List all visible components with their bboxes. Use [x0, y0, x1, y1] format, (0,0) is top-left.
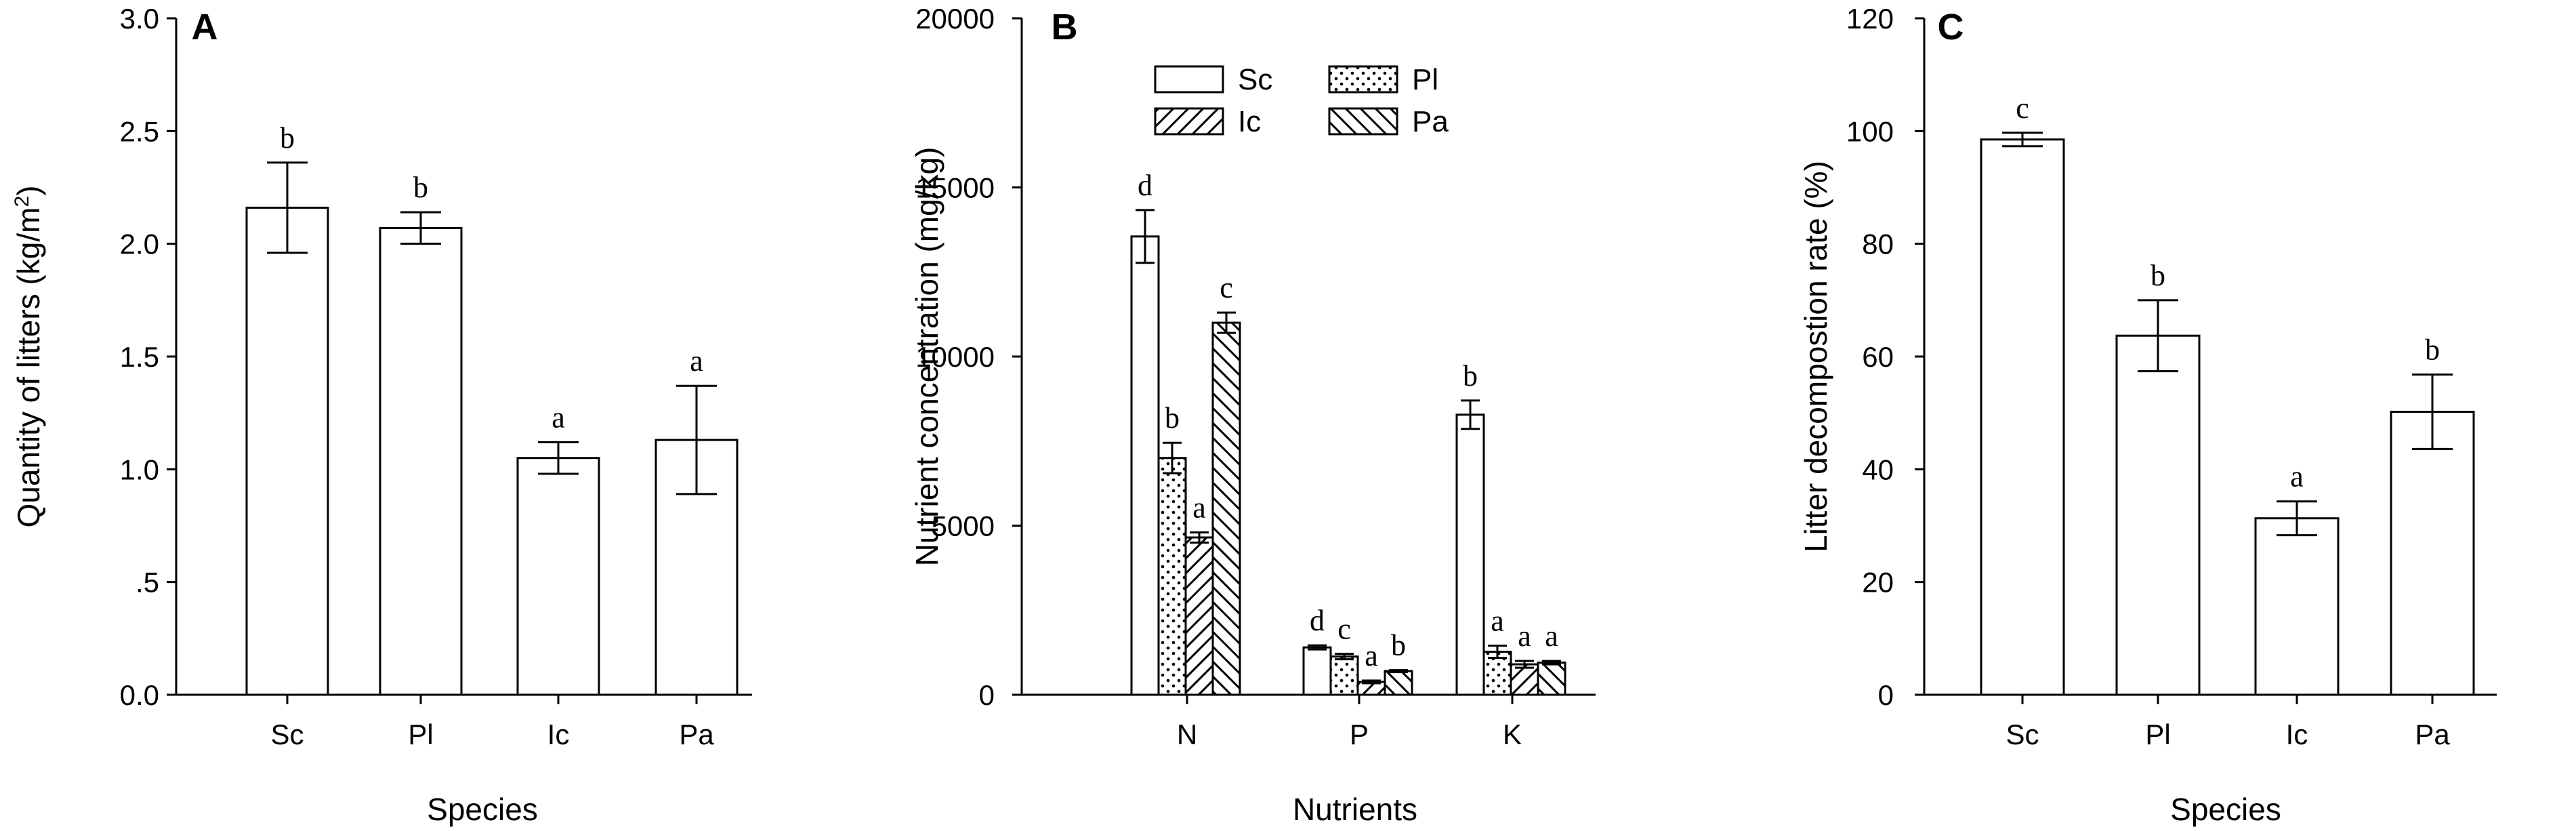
- bar: [1302, 646, 1332, 696]
- y-tick-label: .5: [136, 567, 159, 599]
- legend-swatch-ic: [1154, 107, 1224, 136]
- y-axis-title-main: Quantity of litters (kg/m: [11, 207, 46, 528]
- y-tick-label: 10000: [915, 341, 995, 373]
- bar: [1455, 413, 1485, 696]
- y-tick-label: 20: [1862, 567, 1894, 599]
- significance-letter: a: [1545, 620, 1558, 653]
- y-tick-label: 60: [1862, 341, 1894, 373]
- significance-letter: b: [280, 121, 295, 155]
- bar: [1211, 321, 1241, 696]
- y-axis-title-end: ): [11, 186, 46, 196]
- y-tick-label: 15000: [915, 172, 995, 204]
- significance-letter: b: [413, 171, 428, 204]
- significance-letter: b: [2425, 333, 2440, 367]
- legend-swatch-pa: [1328, 107, 1398, 136]
- y-tick-label: 40: [1862, 453, 1894, 485]
- y-tick-label: 0.0: [120, 679, 159, 711]
- y-tick-label: 20000: [915, 3, 995, 35]
- y-tick-label: 0: [979, 679, 995, 711]
- y-tick-label: 80: [1862, 228, 1894, 260]
- y-tick-label: 1.0: [120, 453, 159, 485]
- x-axis-title: Species: [2170, 792, 2281, 827]
- y-tick-label: 0: [1878, 679, 1894, 711]
- x-tick-label: N: [1177, 718, 1197, 750]
- bar: [1184, 536, 1214, 696]
- x-tick-label: Pa: [679, 718, 714, 750]
- significance-letter: b: [2151, 259, 2165, 292]
- y-tick-label: 1.5: [120, 341, 159, 373]
- significance-letter: a: [2290, 460, 2304, 493]
- y-tick-label: 3.0: [120, 3, 159, 35]
- y-axis-title-sup: 2: [11, 196, 33, 207]
- significance-letter: a: [552, 401, 565, 434]
- panel-label: B: [1052, 7, 1078, 47]
- bar: [2390, 411, 2475, 696]
- bar: [1510, 663, 1539, 696]
- significance-letter: c: [1220, 271, 1233, 304]
- x-axis-title: Nutrients: [1293, 792, 1417, 827]
- y-tick-label: 2.0: [120, 228, 159, 260]
- y-tick-label: 2.5: [120, 115, 159, 147]
- bar: [1537, 662, 1566, 696]
- legend-label: Pa: [1412, 105, 1449, 138]
- y-tick-label: 120: [1846, 3, 1894, 35]
- significance-letter: b: [1391, 629, 1406, 662]
- legend-label: Pl: [1412, 63, 1438, 96]
- y-axis-title: Litter decompostion rate (%): [1798, 161, 1833, 552]
- bar: [2115, 334, 2201, 696]
- x-tick-label: Sc: [2006, 718, 2039, 750]
- significance-letter: a: [1491, 605, 1504, 638]
- significance-letter: a: [690, 344, 703, 378]
- significance-letter: b: [1165, 401, 1180, 434]
- x-axis-title: Species: [427, 792, 538, 827]
- bar: [1329, 655, 1359, 696]
- x-tick-label: Pl: [408, 718, 433, 750]
- legend-swatch-pl: [1328, 65, 1398, 94]
- bar: [1980, 138, 2065, 696]
- significance-letter: c: [1337, 613, 1351, 646]
- bar: [2254, 517, 2340, 696]
- significance-letter: d: [1138, 169, 1152, 202]
- bar: [1157, 457, 1187, 696]
- x-tick-label: K: [1503, 718, 1522, 750]
- y-tick-label: 100: [1846, 115, 1894, 147]
- chart-panel-a: 0.0 .5 1.0 1.5 2.0 2.5 3.0 Sc Pl Ic Pa Species Quant…: [11, 3, 752, 827]
- x-tick-label: Sc: [270, 718, 304, 750]
- x-tick-label: Ic: [2286, 718, 2308, 750]
- legend-swatch-sc: [1154, 65, 1224, 94]
- x-tick-label: Ic: [547, 718, 570, 750]
- significance-letter: a: [1518, 620, 1531, 653]
- legend-label: Ic: [1238, 105, 1261, 138]
- bar: [1384, 670, 1413, 696]
- significance-letter: a: [1192, 491, 1206, 524]
- bar: [379, 226, 463, 696]
- significance-letter: a: [1365, 639, 1378, 672]
- x-tick-label: Pa: [2415, 718, 2450, 750]
- chart-panel-c: 0 20 40 60 80 100 120 Sc Pl Ic Pa Species Litter dec…: [1798, 3, 2497, 827]
- legend-label: Sc: [1238, 63, 1272, 96]
- significance-letter: b: [1463, 359, 1478, 392]
- bar: [1130, 235, 1160, 696]
- x-tick-label: P: [1350, 718, 1369, 750]
- y-tick-label: 5000: [932, 510, 995, 542]
- chart-panel-b: 0 5000 10000 15000 20000 N P K Nutrients Nutrient…: [909, 3, 1596, 827]
- y-axis-title: Nutrient concentration (mg/kg): [909, 147, 944, 567]
- bar: [516, 457, 600, 696]
- panel-label: A: [192, 7, 218, 47]
- y-axis-title: Quantity of litters (kg/m2): [11, 186, 46, 528]
- significance-letter: d: [1310, 604, 1325, 637]
- bar: [245, 206, 329, 696]
- x-tick-label: Pl: [2145, 718, 2170, 750]
- panel-label: C: [1938, 7, 1964, 47]
- significance-letter: c: [2016, 92, 2029, 125]
